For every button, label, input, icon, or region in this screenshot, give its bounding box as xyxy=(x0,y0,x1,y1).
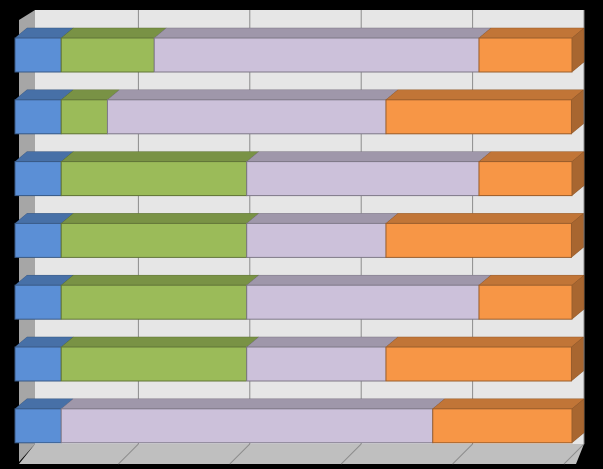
bar-top-face xyxy=(246,213,399,224)
bar-front-face xyxy=(246,222,387,258)
bar-front-face xyxy=(60,99,108,135)
bar-front-face xyxy=(106,99,387,135)
bar-front-face xyxy=(60,222,248,258)
bar-front-face xyxy=(432,408,573,444)
floor xyxy=(19,444,584,464)
bar-front-face xyxy=(153,37,480,73)
bar-front-face xyxy=(385,346,572,382)
gridline-floor xyxy=(563,443,585,465)
bars xyxy=(14,27,585,444)
bar-segment xyxy=(385,336,585,382)
bar-segment xyxy=(246,212,399,258)
bar-front-face xyxy=(385,99,572,135)
bar-front-face xyxy=(14,408,62,444)
bar-front-face xyxy=(478,161,573,197)
bar-top-face xyxy=(246,151,492,162)
bar-top-face xyxy=(60,27,167,39)
bar-top-face xyxy=(60,274,260,286)
bar-segment xyxy=(478,27,585,73)
bar-top-face xyxy=(385,89,585,101)
bar-segment xyxy=(60,336,260,382)
bar-top-face xyxy=(246,274,492,286)
bar-top-face xyxy=(60,213,260,224)
bar-front-face xyxy=(60,408,434,444)
bar-top-face xyxy=(432,398,585,410)
bar-segment xyxy=(246,151,492,197)
bar-front-face xyxy=(246,346,387,382)
bar-front-face xyxy=(14,99,62,135)
bar-top-face xyxy=(246,336,399,348)
bar-segment xyxy=(60,398,446,444)
bar-top-face xyxy=(60,398,446,410)
bar-segment xyxy=(432,398,585,444)
bar-front-face xyxy=(385,222,572,258)
bar-segment xyxy=(246,274,492,320)
bar-front-face xyxy=(14,37,62,73)
bar-front-face xyxy=(14,222,62,258)
bar-segment xyxy=(385,212,585,258)
bar-segment xyxy=(478,151,585,197)
bar-front-face xyxy=(14,284,62,320)
bar-front-face xyxy=(60,161,248,197)
bar-segment xyxy=(153,27,492,73)
bar-top-face xyxy=(385,213,585,224)
bar-front-face xyxy=(478,284,573,320)
gridline-floor xyxy=(229,443,251,465)
bar-top-face xyxy=(385,336,585,348)
gridline-floor xyxy=(118,443,139,465)
bar-top-face xyxy=(478,27,585,39)
bar-top-face xyxy=(60,151,260,162)
bar-top-face xyxy=(478,274,585,286)
bar-segment xyxy=(246,336,399,382)
bar-front-face xyxy=(60,284,248,320)
bar-top-face xyxy=(153,27,492,39)
bar-segment xyxy=(60,212,260,258)
bar-front-face xyxy=(478,37,573,73)
bar-front-face xyxy=(246,284,480,320)
bar-front-face xyxy=(246,161,480,197)
bar-top-face xyxy=(60,336,260,348)
bar-top-face xyxy=(478,151,585,162)
bar-top-face xyxy=(106,89,399,101)
bar-segment xyxy=(60,151,260,197)
bar-segment xyxy=(385,89,585,135)
bar-segment xyxy=(478,274,585,320)
bar-front-face xyxy=(14,161,62,197)
bar-segment xyxy=(106,89,399,135)
gridline-floor xyxy=(340,443,362,465)
bar-front-face xyxy=(14,346,62,382)
bar-segment xyxy=(60,27,167,73)
bar-segment xyxy=(60,274,260,320)
bar-front-face xyxy=(60,346,248,382)
gridline-floor xyxy=(452,443,473,465)
bar-front-face xyxy=(60,37,155,73)
